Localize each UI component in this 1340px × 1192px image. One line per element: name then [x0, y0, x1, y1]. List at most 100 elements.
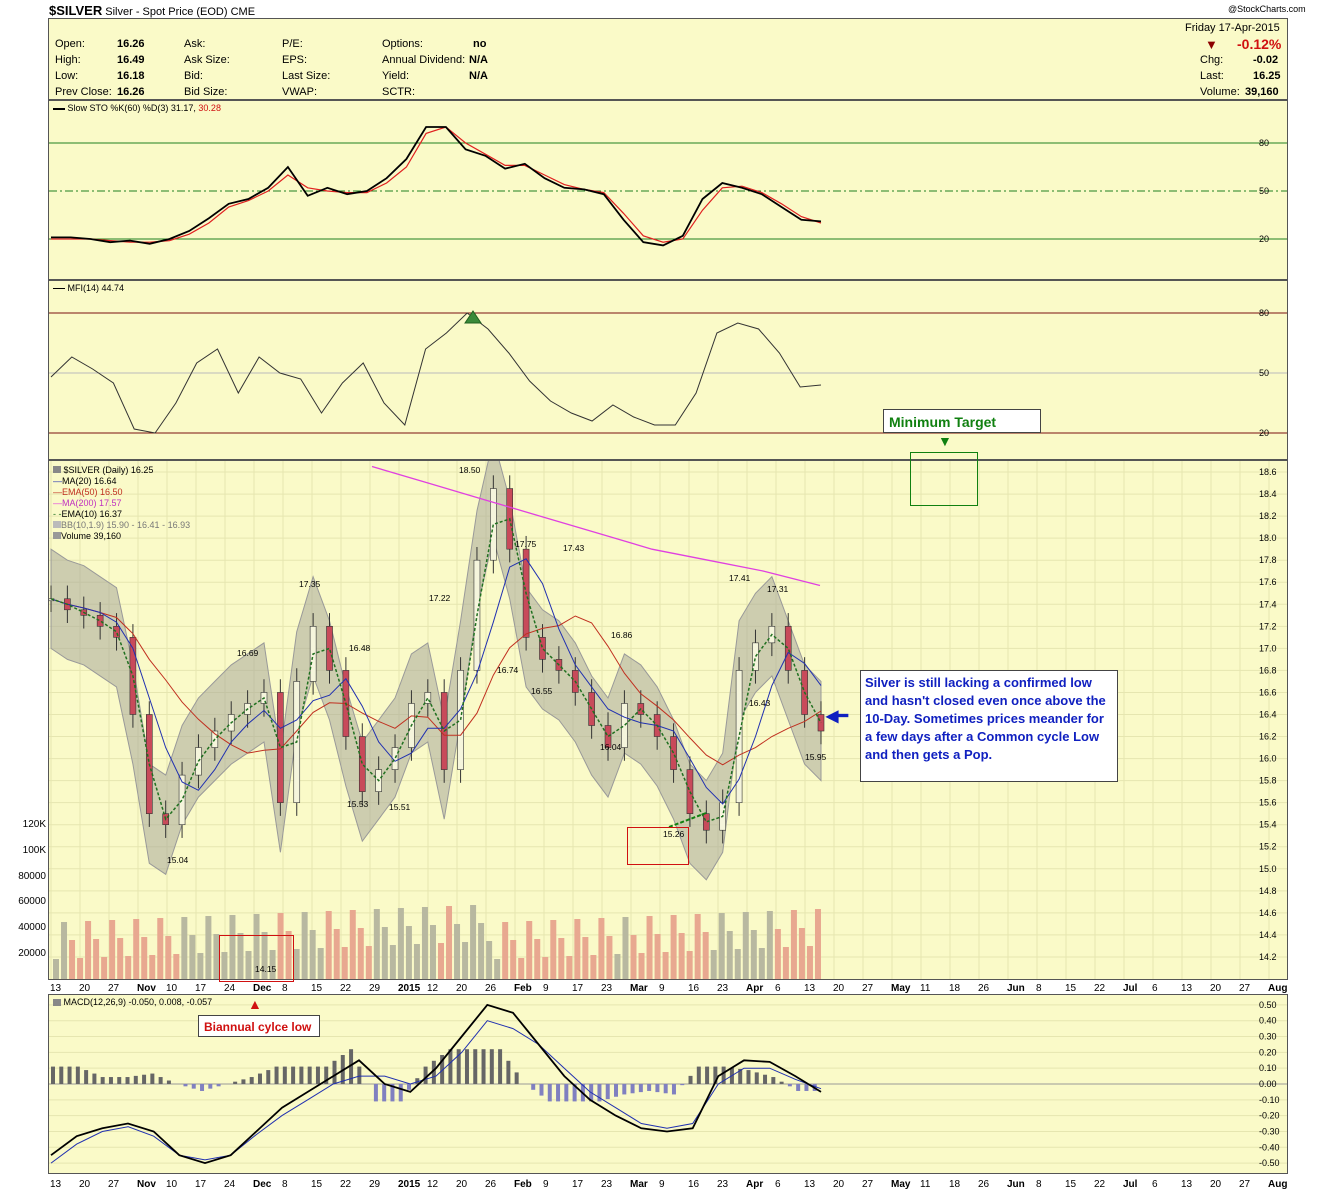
- x-tick-22: 22: [1094, 983, 1106, 994]
- low-box: [627, 827, 689, 865]
- x-tick-13: 13: [1181, 983, 1193, 994]
- histogram-bar: [696, 1066, 701, 1084]
- mfi-label: MFI(14) 44.74: [67, 283, 125, 293]
- histogram-bar: [614, 1084, 619, 1097]
- price-label-16.69: 16.69: [237, 648, 259, 658]
- x-tick-13: 13: [804, 983, 816, 994]
- histogram-bar: [713, 1066, 718, 1084]
- instrument-name: Silver - Spot Price (EOD): [105, 6, 228, 18]
- histogram-bar: [423, 1066, 428, 1084]
- x-tick-17: 17: [572, 1179, 584, 1190]
- open-value: 16.26: [117, 38, 145, 50]
- candle-body: [277, 692, 284, 803]
- x-tick-6: 6: [1152, 1179, 1158, 1190]
- legend-ma200-text: MA(200) 17.57: [62, 498, 122, 508]
- sto-k-swatch: [53, 107, 65, 110]
- x-tick-11: 11: [920, 983, 931, 994]
- volume-bar: [69, 940, 76, 979]
- x-tick-Feb: Feb: [514, 983, 532, 994]
- sto-k-line: [51, 126, 822, 247]
- vol-tick-120k: 120K: [22, 819, 46, 830]
- dividend-value: N/A: [469, 54, 488, 66]
- histogram-bar: [671, 1084, 676, 1095]
- histogram-bar: [216, 1084, 221, 1087]
- macd-panel: 0.50 0.40 0.30 0.20 0.10 0.00 -0.10 -0.20 -0.30 -…: [48, 994, 1288, 1174]
- vol-tick-100k: 100K: [22, 844, 46, 856]
- x-tick-Feb: Feb: [514, 1179, 532, 1190]
- volume-bar: [566, 956, 573, 979]
- volume-bar: [742, 912, 749, 979]
- signal-line: [50, 1020, 822, 1164]
- price-tick-16.6: 16.6: [1259, 687, 1277, 697]
- x-tick-27: 27: [108, 1179, 120, 1190]
- x-tick-26: 26: [485, 983, 497, 994]
- yield-value: N/A: [469, 70, 488, 82]
- volume-bar: [285, 931, 292, 979]
- x-tick-9: 9: [659, 1179, 665, 1190]
- sto-panel: 80 50 20 Slow STO %K(60) %D(3) 31.17, 30.2…: [48, 100, 1288, 280]
- vol-tick-80000: 80000: [18, 870, 46, 882]
- macd-tick-0.20: 0.20: [1259, 1047, 1277, 1057]
- volume-bar: [293, 949, 300, 979]
- legend-vol: Volume 39,160: [53, 531, 190, 542]
- ma200-line: [371, 465, 821, 587]
- histogram-bar: [464, 1049, 469, 1084]
- x-tick-20: 20: [1210, 983, 1222, 994]
- volume-bar: [181, 917, 188, 979]
- x-tick-29: 29: [369, 983, 381, 994]
- yield-label: Yield:: [382, 70, 410, 82]
- volume-bar: [421, 907, 428, 979]
- x-tick-10: 10: [166, 1179, 178, 1190]
- macd-tick-0.30: 0.30: [1259, 1032, 1277, 1042]
- histogram-bar: [680, 1084, 685, 1086]
- overbought-marker-icon: [464, 310, 482, 324]
- volume-bar: [510, 940, 517, 979]
- volume-bar: [438, 943, 444, 979]
- candle-body: [113, 626, 120, 638]
- volume-bar: [518, 958, 525, 979]
- min-target-box: Minimum Target: [883, 409, 1041, 433]
- sto-label: Slow STO %K(60) %D(3) 31.17,: [67, 103, 196, 113]
- volume-bar: [141, 937, 148, 979]
- volume-bar: [590, 955, 597, 979]
- price-tick-17.8: 17.8: [1259, 555, 1277, 565]
- histogram-bar: [655, 1084, 660, 1093]
- volume-label: Volume:: [1200, 86, 1240, 98]
- volume-bar: [526, 921, 533, 979]
- x-tick-Apr: Apr: [746, 1179, 763, 1190]
- histogram-bar: [233, 1081, 238, 1084]
- x-tick-15: 15: [1065, 983, 1077, 994]
- histogram-bar: [390, 1084, 395, 1102]
- candle-body: [703, 813, 710, 831]
- histogram-bar: [398, 1084, 403, 1102]
- main-swatch: [53, 466, 61, 473]
- x-tick-22: 22: [340, 1179, 352, 1190]
- price-label-16.04: 16.04: [600, 742, 622, 752]
- volume-bar: [710, 950, 717, 979]
- pe-label: P/E:: [282, 38, 303, 50]
- bb-swatch: [53, 521, 61, 528]
- volume-bar: [253, 914, 260, 979]
- volume-bar: [582, 937, 589, 979]
- x-tick-Aug: Aug: [1268, 983, 1287, 994]
- volume-bar: [389, 945, 396, 979]
- sto-d-line: [51, 126, 822, 243]
- mfi-tick-50: 50: [1259, 368, 1269, 378]
- volume-bar: [630, 935, 637, 979]
- volume-bar: [213, 934, 220, 979]
- candle-body: [457, 670, 464, 770]
- legend-ma20: —MA(20) 16.64: [53, 476, 117, 486]
- histogram-bar: [431, 1060, 436, 1084]
- x-tick-12: 12: [427, 983, 439, 994]
- volume-bar: [157, 918, 164, 979]
- x-tick-Jul: Jul: [1123, 1179, 1138, 1190]
- volume-bar: [301, 912, 308, 979]
- vol-tick-40000: 40000: [18, 922, 46, 934]
- x-tick-20: 20: [79, 983, 91, 994]
- candle-body: [670, 736, 677, 770]
- candle-body: [391, 747, 399, 770]
- macd-label: MACD(12,26,9) -0.050, 0.008, -0.057: [63, 997, 213, 1007]
- volume-bar: [766, 911, 773, 979]
- legend-main: $SILVER (Daily) 16.25: [53, 465, 190, 476]
- x-tick-24: 24: [224, 1179, 236, 1190]
